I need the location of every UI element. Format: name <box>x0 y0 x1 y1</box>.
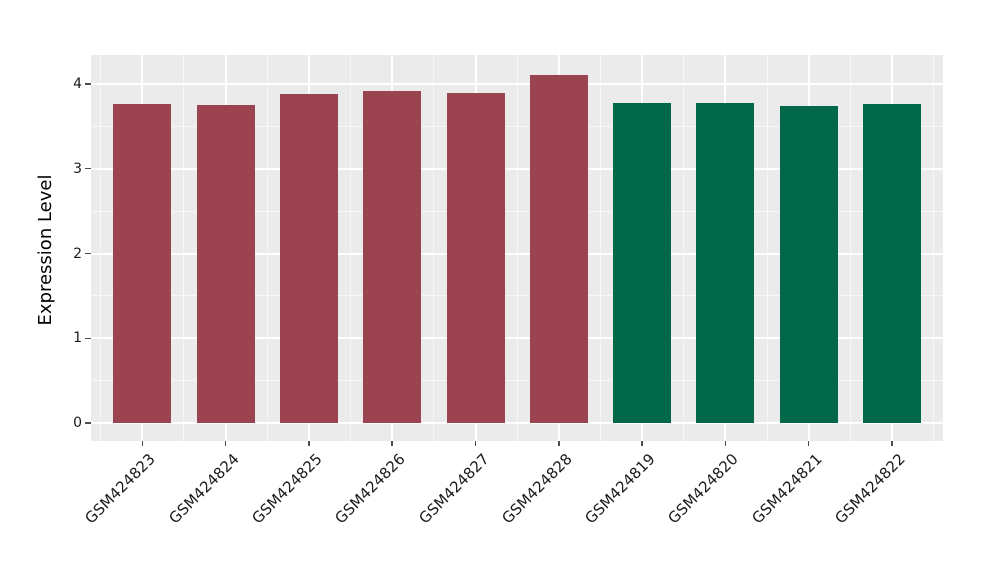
x-tick-mark <box>141 441 144 446</box>
x-tick-label: GSM424820 <box>664 450 743 528</box>
gridline-vertical-minor <box>100 55 102 441</box>
gridline-vertical-minor <box>599 55 601 441</box>
gridline-vertical-minor <box>266 55 268 441</box>
gridline-vertical-minor <box>433 55 435 441</box>
x-tick-mark <box>641 441 643 446</box>
x-tick-mark <box>724 441 727 446</box>
y-tick-mark <box>85 167 91 170</box>
bar-GSM424826 <box>363 90 422 424</box>
gridline-vertical-minor <box>849 55 851 441</box>
bar-GSM424825 <box>279 94 338 424</box>
y-tick-label: 2 <box>73 245 82 262</box>
bar-GSM424823 <box>113 104 172 424</box>
y-tick-mark <box>85 337 91 340</box>
x-tick-label: GSM424823 <box>81 450 160 528</box>
gridline-vertical-minor <box>933 55 935 441</box>
x-tick-label: GSM424826 <box>331 450 409 528</box>
x-tick-mark <box>891 441 893 446</box>
gridline-vertical-minor <box>350 55 352 441</box>
gridline-vertical-minor <box>183 55 185 441</box>
x-tick-label: GSM424825 <box>248 450 326 528</box>
x-tick-mark <box>558 441 560 446</box>
y-tick-label: 4 <box>73 75 82 92</box>
y-tick-mark <box>85 422 91 424</box>
gridline-vertical-minor <box>766 55 768 441</box>
y-tick-mark <box>85 83 91 85</box>
y-tick-label: 3 <box>73 160 82 177</box>
bar-GSM424820 <box>696 103 755 424</box>
x-tick-label: GSM424828 <box>498 450 576 528</box>
x-tick-mark <box>474 441 477 446</box>
bar-GSM424828 <box>529 74 588 424</box>
y-tick-label: 0 <box>73 415 82 432</box>
bar-GSM424827 <box>446 93 505 424</box>
plot-panel <box>91 55 943 441</box>
x-tick-label: GSM424824 <box>164 450 243 528</box>
x-tick-label: GSM424819 <box>581 450 659 528</box>
bar-GSM424821 <box>779 105 838 424</box>
x-tick-mark <box>224 441 227 446</box>
bar-GSM424819 <box>613 103 672 424</box>
x-tick-label: GSM424822 <box>831 450 909 528</box>
bar-GSM424822 <box>863 104 921 424</box>
x-tick-mark <box>308 441 310 446</box>
x-tick-label: GSM424821 <box>748 450 826 528</box>
gridline-vertical-minor <box>683 55 685 441</box>
x-tick-mark <box>807 441 810 446</box>
bar-GSM424824 <box>196 105 255 424</box>
y-tick-label: 1 <box>73 330 82 347</box>
x-tick-label: GSM424827 <box>414 450 493 528</box>
x-tick-mark <box>391 441 393 446</box>
y-tick-mark <box>85 252 91 255</box>
gridline-vertical-minor <box>516 55 518 441</box>
